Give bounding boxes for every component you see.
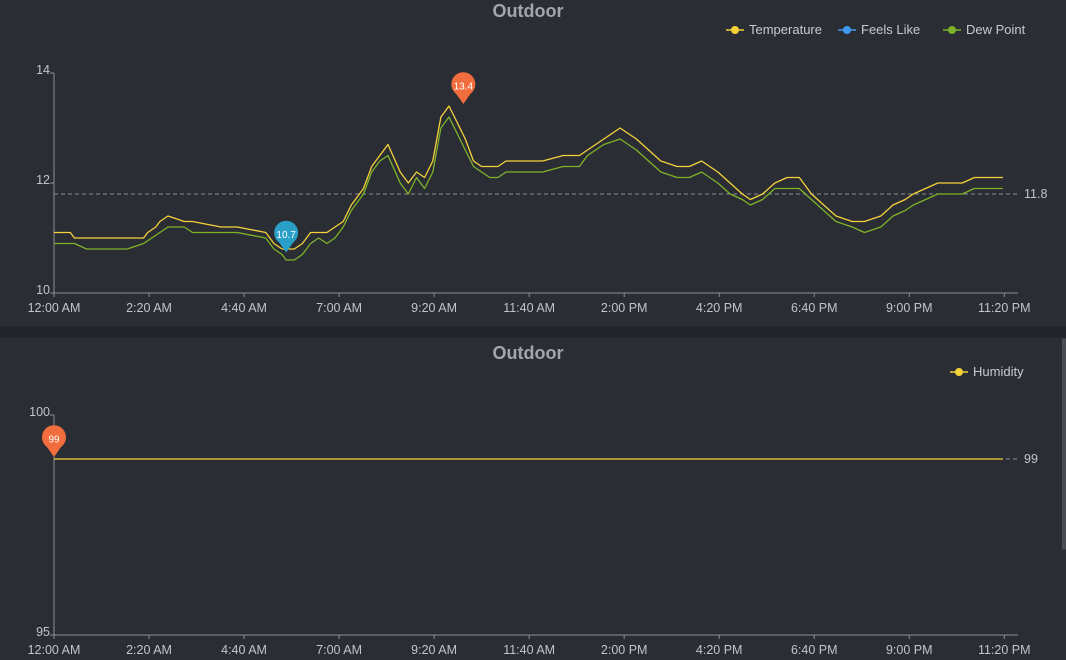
legend-swatch-dot [948,26,956,34]
x-tick-label: 2:00 PM [601,301,648,315]
max-marker-label: 99 [48,435,60,446]
x-tick-label: 11:40 AM [503,643,555,657]
max-marker: 13.4 [451,72,476,104]
max-marker-shape [451,72,476,104]
max-marker-label: 13.4 [454,82,474,93]
temperature-chart: Outdoor Dew Point Feels Like Temperature 10 1… [28,1,1048,315]
x-tick-label: 6:40 PM [791,643,838,657]
legend-label: Feels Like [861,22,920,37]
x-tick-label: 4:40 AM [221,643,267,657]
y-tick-label: 12 [36,173,50,187]
scrollbar[interactable] [1062,338,1066,550]
x-tick-label: 9:20 AM [411,643,457,657]
x-tick-label: 7:00 AM [316,643,362,657]
legend-label: Dew Point [966,22,1026,37]
series-line-dew-point [54,116,1003,261]
y-tick-label: 95 [36,625,50,639]
y-tick-label: 10 [36,283,50,297]
min-marker: 10.7 [274,220,299,253]
min-marker-shape [274,220,299,253]
series-line-temperature [54,105,1003,250]
legend-label: Temperature [749,22,822,37]
x-tick-label: 11:40 AM [503,301,555,315]
legend-swatch-dot [955,368,963,376]
x-tick-label: 4:20 PM [696,301,743,315]
humidity-chart-panel: Outdoor Humidity 95 100 12:00 AM 2:20 AM 4:40 … [0,338,1066,660]
y-tick-label: 14 [36,63,50,77]
x-tick-label: 6:40 PM [791,301,838,315]
x-tick-label: 12:00 AM [28,301,81,315]
x-tick-label: 12:00 AM [28,643,81,657]
chart-title: Outdoor [493,1,564,21]
max-marker: 99 [42,425,66,457]
legend: Dew Point Feels Like Temperature [726,22,1026,37]
y-tick-label: 100 [29,405,50,419]
x-tick-label: 2:20 AM [126,301,172,315]
x-tick-label: 11:20 PM [978,301,1031,315]
x-tick-label: 2:00 PM [601,643,648,657]
humidity-chart: Outdoor Humidity 95 100 12:00 AM 2:20 AM 4:40 … [28,343,1038,657]
x-tick-label: 11:20 PM [978,643,1031,657]
average-label: 99 [1024,452,1038,466]
average-label: 11.8 [1024,187,1047,201]
legend-swatch-dot [843,26,851,34]
x-tick-label: 7:00 AM [316,301,362,315]
temperature-chart-panel: Outdoor Dew Point Feels Like Temperature 10 1… [0,0,1066,326]
max-marker-shape [42,425,66,457]
x-tick-label: 4:40 AM [221,301,267,315]
x-tick-label: 9:00 PM [886,643,933,657]
x-tick-label: 2:20 AM [126,643,172,657]
x-tick-label: 9:00 PM [886,301,933,315]
legend-swatch-dot [731,26,739,34]
panel-divider [0,326,1066,338]
legend-label: Humidity [973,364,1024,379]
legend: Humidity [950,364,1024,379]
chart-title: Outdoor [493,343,564,363]
x-tick-label: 9:20 AM [411,301,457,315]
x-tick-label: 4:20 PM [696,643,743,657]
min-marker-label: 10.7 [276,230,296,241]
